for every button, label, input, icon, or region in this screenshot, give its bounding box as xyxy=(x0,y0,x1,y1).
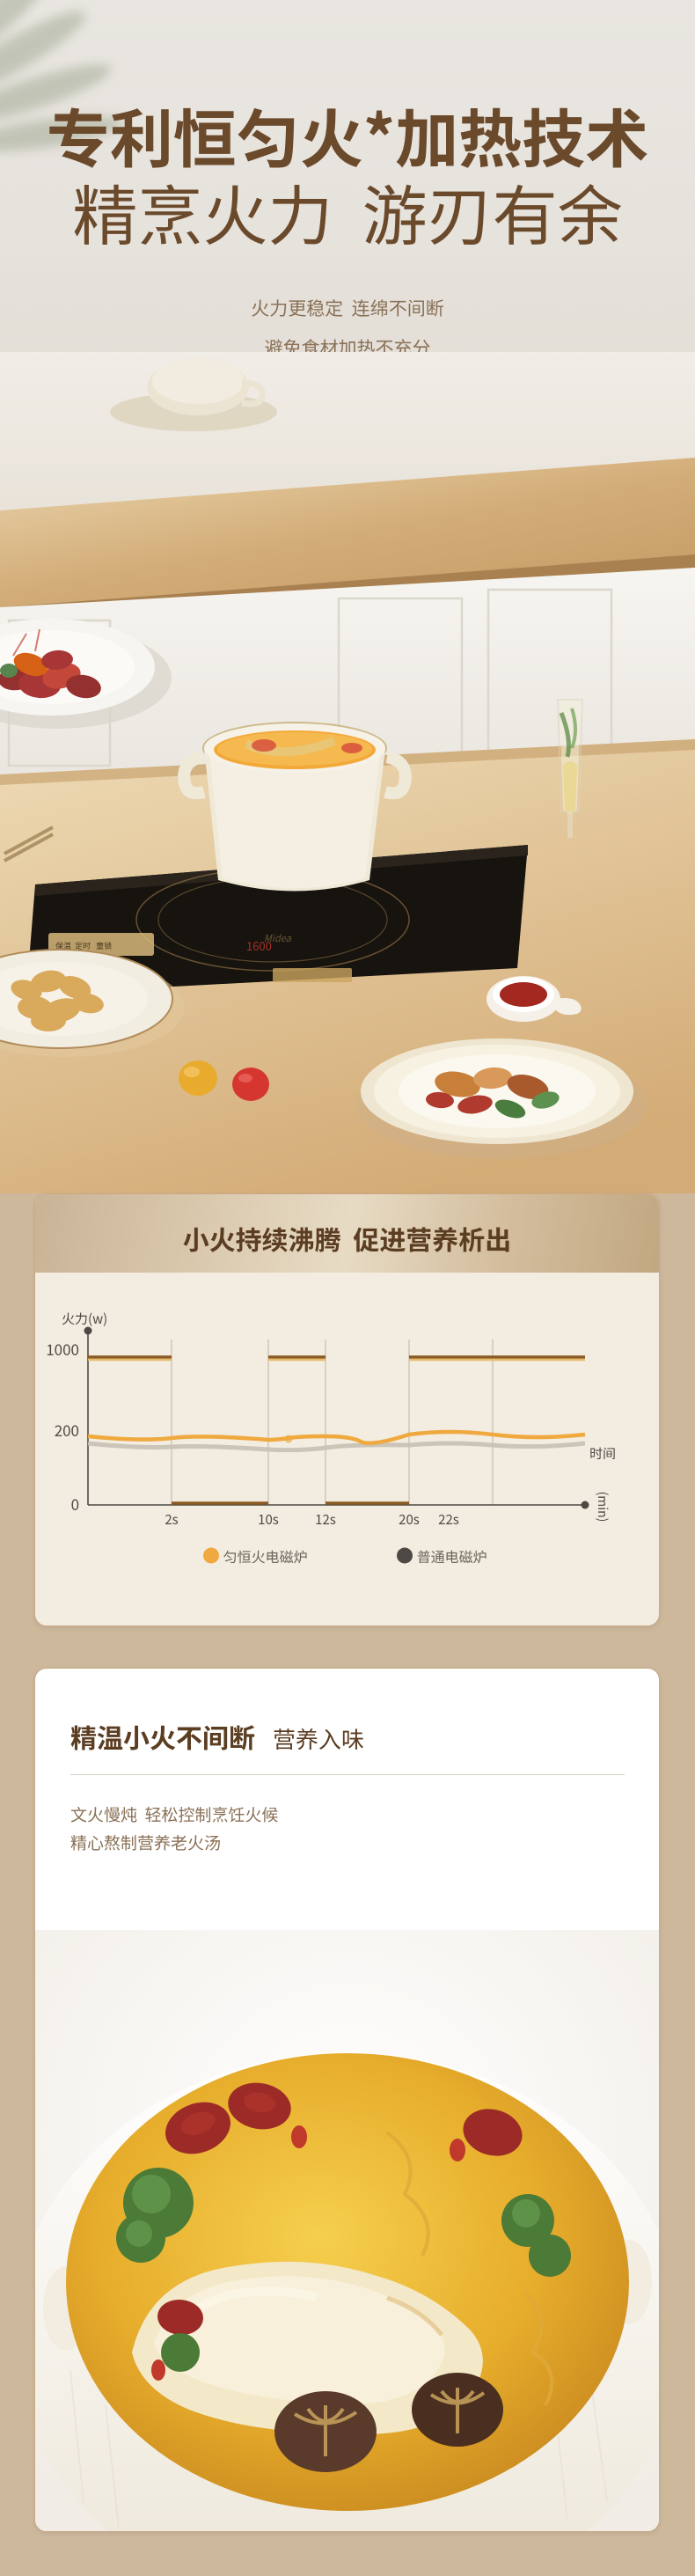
svg-text:0: 0 xyxy=(71,1493,79,1515)
svg-text:1000: 1000 xyxy=(46,1338,79,1360)
svg-text:12s: 12s xyxy=(315,1510,336,1529)
svg-text:20s: 20s xyxy=(399,1510,420,1529)
svg-text:时间: 时间 xyxy=(589,1444,616,1463)
svg-text:1600: 1600 xyxy=(246,937,272,954)
svg-text:22s: 22s xyxy=(438,1510,459,1529)
svg-text:10s: 10s xyxy=(258,1510,279,1529)
svg-text:(min): (min) xyxy=(594,1492,611,1523)
svg-text:2s: 2s xyxy=(165,1510,178,1529)
svg-text:200: 200 xyxy=(55,1419,79,1441)
svg-text:火力(w): 火力(w) xyxy=(62,1310,107,1328)
